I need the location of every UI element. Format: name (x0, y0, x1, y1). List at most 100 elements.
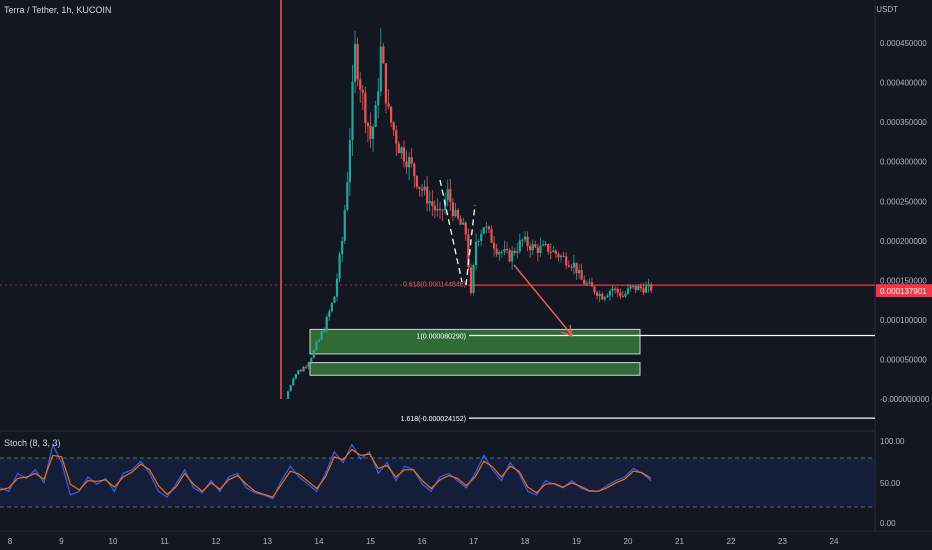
candle-body (400, 147, 403, 154)
candle-body (379, 46, 382, 92)
candle-body (305, 366, 308, 368)
candle-body (549, 251, 552, 253)
candle-body (562, 255, 565, 257)
candle-body (624, 293, 627, 297)
candle-body (485, 226, 488, 228)
price-tick-label: -0.000000000 (880, 395, 930, 404)
candle-body (477, 240, 480, 242)
candle-body (637, 286, 640, 291)
candle-body (307, 362, 310, 367)
candle-body (315, 341, 318, 351)
fib-level-label: 1.618(-0.000024152) (401, 416, 466, 423)
stoch-tick-label: 50.00 (880, 479, 901, 488)
candle-body (402, 147, 406, 162)
candle-body (459, 218, 462, 225)
trendline-down (439, 179, 463, 283)
candle-body (364, 92, 367, 123)
candle-body (603, 297, 606, 300)
price-tick-label: 0.000200000 (880, 237, 927, 246)
candle-body (557, 253, 560, 258)
candle-body (541, 244, 545, 246)
candle-body (462, 222, 465, 225)
candle-body (359, 79, 362, 90)
candle-body (534, 244, 537, 248)
candle-body (480, 233, 483, 241)
trendline-up (465, 204, 476, 286)
candle-body (547, 244, 550, 252)
time-tick-label: 10 (109, 537, 118, 546)
candle-body (611, 288, 614, 291)
candle-body (428, 201, 431, 204)
candle-body (503, 248, 506, 252)
candle-body (490, 229, 493, 243)
candle-body (312, 350, 315, 358)
candle-body (348, 140, 351, 183)
current-price-label: 0.000137901 (880, 287, 927, 296)
time-tick-label: 16 (418, 537, 427, 546)
candle-body (405, 161, 408, 168)
candle-body (464, 222, 467, 235)
candle-body (567, 265, 570, 267)
candle-body (647, 284, 650, 287)
candle-body (346, 182, 349, 210)
candle-body (585, 283, 588, 285)
candle-body (294, 373, 297, 379)
candle-body (330, 302, 333, 312)
current-price-badge (876, 284, 932, 298)
candle-body (449, 189, 452, 203)
candle-body (371, 126, 375, 139)
candle-body (516, 251, 519, 253)
candle-body (526, 236, 529, 247)
candle-body (601, 293, 604, 300)
candle-body (423, 186, 426, 191)
candle-body (559, 255, 563, 258)
time-tick-label: 21 (675, 537, 684, 546)
indicator-label[interactable]: Stoch (8, 3, 3) (4, 438, 61, 448)
price-tick-label: 0.000400000 (880, 79, 927, 88)
symbol-title[interactable]: Terra / Tether, 1h, KUCOIN (4, 5, 112, 15)
candle-body (472, 265, 475, 293)
price-tick-label: 0.000050000 (880, 355, 927, 364)
time-tick-label: 19 (572, 537, 581, 546)
candle-body (333, 296, 336, 303)
candle-body (320, 331, 323, 340)
candle-body (513, 250, 516, 253)
candle-body (531, 244, 534, 251)
candle-body (366, 122, 370, 127)
candle-body (498, 252, 501, 255)
stoch-d-line (0, 448, 652, 498)
candle-body (521, 239, 524, 241)
candle-body (454, 209, 457, 216)
price-tick-label: 0.000150000 (880, 276, 927, 285)
candle-body (552, 250, 555, 253)
candle-body (420, 188, 424, 191)
candle-body (570, 266, 573, 268)
candle-body (474, 241, 478, 266)
projection-arrow-shaft (513, 264, 572, 335)
candle-body (593, 286, 596, 293)
candle-body (606, 295, 609, 298)
candle-body (451, 202, 454, 216)
candle-body (292, 378, 295, 386)
candle-body (644, 286, 648, 293)
candle-body (505, 248, 509, 250)
candle-body (392, 122, 395, 131)
candle-body (397, 143, 400, 154)
candle-body (390, 106, 393, 123)
currency-label: USDT (876, 5, 898, 14)
candle-body (536, 247, 539, 254)
candle-body (614, 288, 617, 290)
candle-body (608, 290, 612, 296)
candle-body (580, 270, 583, 280)
candle-body (426, 186, 429, 204)
candle-body (500, 251, 503, 253)
candle-body (590, 282, 594, 287)
candle-body (642, 288, 645, 293)
candle-body (529, 246, 532, 251)
candle-body (629, 286, 632, 289)
time-tick-label: 8 (8, 537, 13, 546)
candle-body (323, 331, 326, 333)
candle-body (310, 357, 313, 363)
candle-body (382, 46, 385, 64)
